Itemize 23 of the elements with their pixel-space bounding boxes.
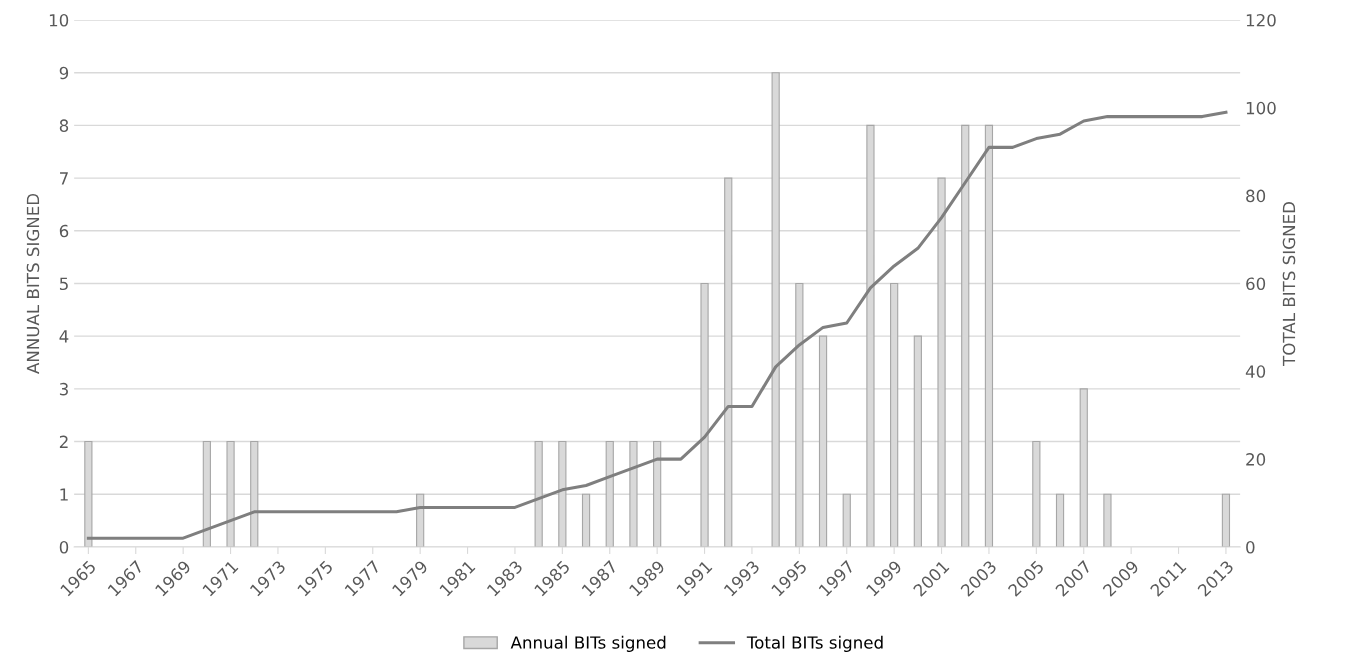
line-series: [86, 110, 1228, 540]
y-tick-label: 7: [60, 172, 68, 185]
y2-tick-label: 20: [1246, 453, 1266, 466]
y2-tick-label: 60: [1246, 277, 1266, 291]
y-tick-label: 4: [59, 330, 69, 343]
y-tick-label: 6: [59, 224, 69, 238]
y2-tick-label: 80: [1246, 189, 1266, 203]
y-tick-label: 1: [60, 488, 68, 501]
y2-tick-label: 40: [1245, 365, 1266, 378]
y2-axis-title: TOTAL BITS SIGNED: [1282, 202, 1296, 366]
y-tick-label: 3: [59, 382, 68, 396]
y-axis-title: ANNUAL BITS SIGNED: [26, 193, 40, 374]
y2-tick-label: 100: [1246, 101, 1276, 115]
y-tick-label: 0: [59, 540, 69, 554]
legend-label: Annual BITs signed: [510, 635, 666, 652]
y2-tick-label: 120: [1246, 13, 1276, 27]
y-tick-label: 5: [59, 277, 68, 291]
legend-label: Total BITs signed: [746, 635, 883, 652]
y2-tick-label: 0: [1246, 540, 1255, 554]
y-tick-label: 2: [59, 435, 68, 448]
y-tick-label: 9: [59, 66, 69, 80]
y-tick-label: 10: [49, 13, 69, 27]
y-tick-label: 8: [59, 119, 69, 132]
